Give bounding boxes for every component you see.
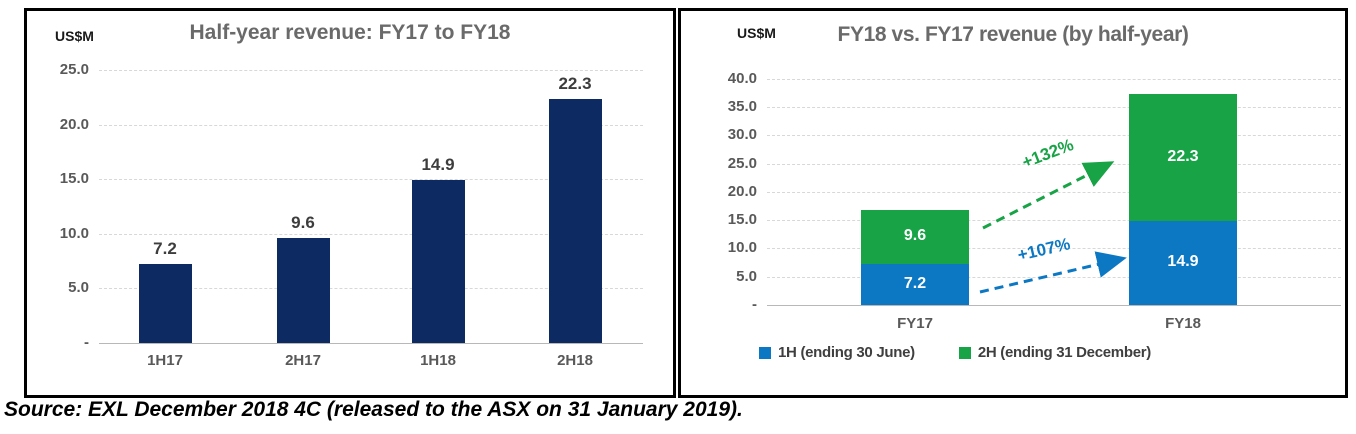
stacked-bar-2h-FY17 [861,209,969,265]
x-category-label: 1H17 [147,352,183,369]
y-tick-label: - [752,296,757,313]
left-chart-plot-area: - 5.0 10.0 15.0 20.0 25.0 7.2 1H17 9.6 2H17 14.9 1H… [27,11,673,395]
bar-value-label: 7.2 [153,239,177,259]
y-tick-label: 35.0 [727,97,757,115]
y-gridline [99,124,643,126]
bar-value-label: 22.3 [558,74,592,94]
y-tick-label: 15.0 [727,211,757,229]
bar-value-label: 9.6 [291,213,315,233]
legend-item-2h: 2H (ending 31 December) [958,344,1151,361]
y-gridline [767,220,1341,222]
y-gridline [767,78,1341,80]
bar-value-label: 14.9 [421,155,455,175]
left-y-axis-unit-label: US$M [55,28,94,44]
x-axis-line [767,305,1341,306]
bar-1H17 [138,264,192,343]
x-category-label: 2H18 [557,352,593,369]
y-gridline [99,288,643,290]
segment-value-label: 22.3 [1167,147,1199,165]
y-tick-label: 5.0 [736,267,757,285]
x-category-label: 2H17 [285,352,321,369]
y-gridline [767,191,1341,193]
y-gridline [767,106,1341,108]
y-tick-label: 25.0 [727,154,757,172]
y-tick-label: - [84,334,89,351]
y-gridline [767,135,1341,137]
bar-2H18 [548,99,602,343]
stacked-bar-1h-FY18 [1129,220,1237,305]
y-gridline [767,276,1341,278]
right-y-axis-unit-label: US$M [737,25,776,41]
y-gridline [99,179,643,181]
bar-1H18 [411,180,465,343]
y-tick-label: 25.0 [59,61,89,78]
y-gridline [99,70,643,71]
y-tick-label: 30.0 [727,126,757,144]
segment-value-label: 9.6 [903,227,927,245]
legend-swatch-2h [958,346,971,359]
stacked-bar-2h-FY18 [1129,94,1237,221]
x-category-label: FY17 [897,315,933,332]
y-gridline [99,233,643,235]
y-tick-label: 10.0 [59,224,89,242]
bar-2H17 [276,238,330,343]
right-chart-plot-area: - 5.0 10.0 15.0 20.0 25.0 30.0 35.0 40.0 7.2 9.6 FY… [681,11,1345,395]
segment-value-label: 14.9 [1167,252,1199,270]
right-chart-title: FY18 vs. FY17 revenue (by half-year) [837,23,1189,46]
left-chart-panel: US$M Half-year revenue: FY17 to FY18 - 5.… [24,8,676,398]
x-axis-line [99,343,643,344]
x-category-label: FY18 [1165,315,1201,332]
y-gridline [767,163,1341,165]
y-tick-label: 40.0 [727,69,757,87]
left-chart-title: Half-year revenue: FY17 to FY18 [189,21,511,44]
legend: 1H (ending 30 June) 2H (ending 31 Decemb… [623,344,1287,361]
legend-label-2h: 2H (ending 31 December) [977,344,1151,361]
y-tick-label: 5.0 [68,279,89,297]
legend-swatch-1h [759,346,771,359]
source-note: Source: EXL December 2018 4C (released t… [4,398,743,421]
x-category-label: 1H18 [420,352,456,369]
y-tick-label: 10.0 [727,239,757,257]
y-gridline [767,248,1341,250]
legend-label-1h: 1H (ending 30 June) [778,344,915,361]
stacked-bar-1h-FY17 [861,264,969,305]
right-chart-panel: US$M FY18 vs. FY17 revenue (by half-year… [678,8,1348,398]
legend-item-1h: 1H (ending 30 June) [759,344,915,361]
y-tick-label: 20.0 [727,182,757,200]
segment-value-label: 7.2 [903,274,927,292]
y-tick-label: 20.0 [59,115,89,133]
y-tick-label: 15.0 [59,170,89,188]
